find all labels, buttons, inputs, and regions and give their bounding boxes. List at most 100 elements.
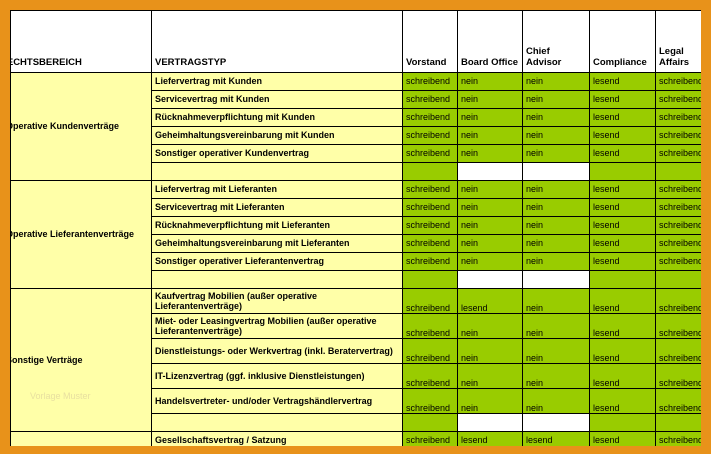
permission-cell: nein [457, 216, 523, 235]
permission-cell: lesend [589, 126, 656, 145]
permission-cell: nein [457, 72, 523, 91]
permission-cell [522, 162, 590, 181]
permission-cell: schreibend [655, 90, 701, 109]
contract-type-cell: Handelsvertreter- und/oder Vertragshändl… [151, 388, 403, 414]
permission-cell: nein [457, 198, 523, 217]
permission-cell: nein [522, 363, 590, 389]
permission-cell: lesend [589, 431, 656, 446]
contract-type-cell: IT-Lizenzvertrag (ggf. inklusive Dienstl… [151, 363, 403, 389]
permission-cell: lesend [589, 338, 656, 364]
permission-cell: schreibend [402, 363, 458, 389]
contract-type-cell: Rücknahmeverpflichtung mit Lieferanten [151, 216, 403, 235]
permission-cell: nein [522, 198, 590, 217]
permission-cell: schreibend [655, 234, 701, 253]
permission-cell: schreibend [655, 388, 701, 414]
contract-type-cell [151, 270, 403, 289]
permission-cell: schreibend [402, 388, 458, 414]
permission-cell [402, 162, 458, 181]
permission-cell: lesend [589, 216, 656, 235]
permission-cell: schreibend [402, 90, 458, 109]
permission-cell: lesend [589, 72, 656, 91]
permission-cell: schreibend [655, 72, 701, 91]
table-row [11, 162, 701, 181]
permission-cell: schreibend [655, 313, 701, 339]
category-cell [10, 431, 152, 446]
permission-cell: nein [457, 363, 523, 389]
permission-cell: schreibend [655, 431, 701, 446]
permission-cell: nein [522, 388, 590, 414]
permission-cell: schreibend [655, 363, 701, 389]
permission-cell [655, 162, 701, 181]
watermark-text: Vorlage Muster [30, 391, 91, 401]
header-vertragstyp: VERTRAGSTYP [151, 10, 403, 73]
permission-cell: lesend [589, 144, 656, 163]
table-row: Rücknahmeverpflichtung mit Kunden schreib… [11, 108, 701, 127]
permission-cell: lesend [589, 90, 656, 109]
permission-cell [589, 413, 656, 432]
permission-cell [457, 413, 523, 432]
permission-cell: nein [457, 180, 523, 199]
permission-cell: nein [522, 216, 590, 235]
table-row: Rücknahmeverpflichtung mit Lieferanten sc… [11, 216, 701, 235]
permission-cell: nein [522, 234, 590, 253]
header-board-office: Board Office [457, 10, 523, 73]
table-row: Handelsvertreter- und/oder Vertragshändl… [11, 388, 701, 414]
contract-type-cell: Gesellschaftsvertrag / Satzung [151, 431, 403, 446]
permission-cell: schreibend [402, 431, 458, 446]
spreadsheet: RECHTSBEREICH VERTRAGSTYP Vorstand Board… [10, 10, 701, 446]
table-row: IT-Lizenzvertrag (ggf. inklusive Dienstl… [11, 363, 701, 389]
contract-type-cell: Liefervertrag mit Kunden [151, 72, 403, 91]
permission-cell: lesend [589, 108, 656, 127]
permission-cell [402, 413, 458, 432]
permission-cell: schreibend [402, 252, 458, 271]
permission-cell: lesend [589, 288, 656, 314]
contract-type-cell [151, 413, 403, 432]
permission-cell [655, 270, 701, 289]
permission-cell: nein [522, 252, 590, 271]
contract-type-cell: Servicevertrag mit Lieferanten [151, 198, 403, 217]
permission-cell: nein [457, 338, 523, 364]
permission-cell: lesend [589, 313, 656, 339]
permission-cell: nein [522, 144, 590, 163]
permission-cell: nein [457, 144, 523, 163]
permission-cell: lesend [522, 431, 590, 446]
table-row: Servicevertrag mit Lieferanten schreibend… [11, 198, 701, 217]
table-row [11, 270, 701, 289]
table-row: Miet- oder Leasingvertrag Mobilien (auße… [11, 313, 701, 339]
permission-cell: nein [457, 90, 523, 109]
permission-cell: nein [457, 108, 523, 127]
permission-cell: schreibend [402, 108, 458, 127]
table-row: Gesellschaftsvertrag / Satzung schreibend… [10, 431, 701, 446]
permission-cell: schreibend [402, 198, 458, 217]
category-cell: Sonstige Verträge [10, 288, 152, 432]
permission-cell: schreibend [655, 180, 701, 199]
category-label: Operative Lieferantenverträge [10, 229, 135, 240]
permission-cell: nein [522, 72, 590, 91]
permission-cell: nein [522, 126, 590, 145]
permission-cell: lesend [589, 363, 656, 389]
permission-cell: schreibend [655, 338, 701, 364]
category-cell: Operative Lieferantenverträge [10, 180, 152, 289]
contract-type-cell: Liefervertrag mit Lieferanten [151, 180, 403, 199]
permission-cell: lesend [589, 388, 656, 414]
permission-cell: schreibend [402, 338, 458, 364]
contract-type-cell: Miet- oder Leasingvertrag Mobilien (auße… [151, 313, 403, 339]
contract-type-cell: Servicevertrag mit Kunden [151, 90, 403, 109]
contract-type-cell: Geheimhaltungsvereinbarung mit Kunden [151, 126, 403, 145]
permission-cell: nein [522, 338, 590, 364]
header-row: RECHTSBEREICH VERTRAGSTYP Vorstand Board… [10, 10, 701, 73]
contract-type-cell: Sonstiger operativer Kundenvertrag [151, 144, 403, 163]
permission-cell: nein [457, 126, 523, 145]
header-vorstand: Vorstand [402, 10, 458, 73]
header-compliance: Compliance [589, 10, 656, 73]
header-chief-advisor: Chief Advisor [522, 10, 590, 73]
permission-cell [402, 270, 458, 289]
permission-cell: nein [457, 234, 523, 253]
permission-cell: nein [522, 108, 590, 127]
permission-cell: schreibend [655, 198, 701, 217]
permission-cell: nein [522, 313, 590, 339]
permission-cell: lesend [589, 180, 656, 199]
contract-type-cell: Geheimhaltungsvereinbarung mit Lieferant… [151, 234, 403, 253]
permission-cell: lesend [589, 198, 656, 217]
permission-cell: schreibend [402, 144, 458, 163]
